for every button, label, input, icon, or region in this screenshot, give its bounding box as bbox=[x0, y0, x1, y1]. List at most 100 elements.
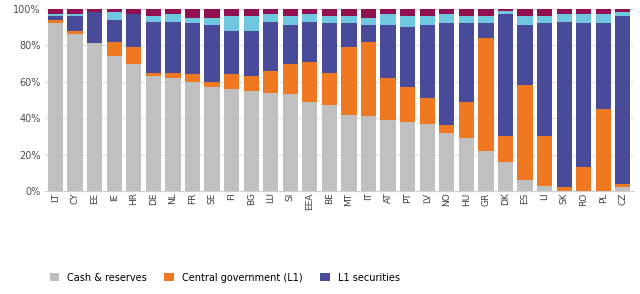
Bar bbox=[400, 122, 415, 191]
Bar bbox=[302, 102, 317, 191]
Bar bbox=[557, 9, 572, 14]
Bar bbox=[459, 138, 474, 191]
Bar bbox=[283, 25, 298, 64]
Bar bbox=[361, 9, 376, 18]
Bar bbox=[107, 12, 122, 20]
Bar bbox=[302, 9, 317, 14]
Bar bbox=[165, 78, 180, 191]
Bar bbox=[576, 9, 591, 14]
Bar bbox=[498, 136, 513, 162]
Bar bbox=[459, 102, 474, 138]
Bar bbox=[478, 38, 493, 151]
Bar bbox=[557, 188, 572, 191]
Bar bbox=[537, 186, 552, 191]
Bar bbox=[185, 82, 200, 191]
Bar bbox=[185, 24, 200, 74]
Bar bbox=[165, 9, 180, 14]
Bar bbox=[322, 106, 337, 191]
Bar bbox=[596, 24, 611, 109]
Bar bbox=[204, 9, 220, 18]
Bar bbox=[146, 73, 161, 76]
Bar bbox=[244, 16, 259, 31]
Bar bbox=[420, 124, 435, 191]
Bar bbox=[459, 9, 474, 16]
Bar bbox=[459, 16, 474, 24]
Bar bbox=[67, 14, 83, 16]
Bar bbox=[322, 16, 337, 24]
Bar bbox=[557, 21, 572, 188]
Bar bbox=[67, 34, 83, 191]
Bar bbox=[420, 98, 435, 124]
Bar bbox=[400, 87, 415, 122]
Bar bbox=[283, 94, 298, 191]
Bar bbox=[302, 14, 317, 21]
Bar bbox=[380, 78, 396, 120]
Bar bbox=[380, 25, 396, 78]
Bar bbox=[380, 9, 396, 14]
Bar bbox=[361, 25, 376, 42]
Bar bbox=[126, 9, 141, 14]
Bar bbox=[537, 16, 552, 24]
Bar bbox=[67, 31, 83, 34]
Bar bbox=[341, 115, 356, 191]
Bar bbox=[537, 24, 552, 136]
Bar bbox=[341, 47, 356, 115]
Bar bbox=[302, 21, 317, 62]
Bar bbox=[224, 89, 239, 191]
Bar bbox=[517, 25, 532, 85]
Bar bbox=[615, 12, 630, 16]
Bar bbox=[48, 9, 63, 14]
Bar bbox=[615, 188, 630, 191]
Bar bbox=[244, 91, 259, 191]
Bar bbox=[185, 9, 200, 18]
Bar bbox=[361, 116, 376, 191]
Bar bbox=[478, 16, 493, 24]
Bar bbox=[576, 14, 591, 24]
Bar bbox=[322, 9, 337, 16]
Bar bbox=[87, 44, 102, 191]
Bar bbox=[107, 9, 122, 12]
Bar bbox=[224, 16, 239, 31]
Bar bbox=[146, 9, 161, 16]
Bar bbox=[263, 14, 278, 21]
Bar bbox=[615, 184, 630, 188]
Bar bbox=[420, 16, 435, 25]
Bar bbox=[478, 24, 493, 38]
Bar bbox=[283, 9, 298, 16]
Bar bbox=[439, 126, 454, 133]
Bar bbox=[615, 16, 630, 184]
Bar bbox=[185, 18, 200, 24]
Bar bbox=[361, 18, 376, 25]
Bar bbox=[400, 9, 415, 16]
Bar bbox=[498, 162, 513, 191]
Bar bbox=[204, 18, 220, 25]
Bar bbox=[361, 42, 376, 116]
Bar bbox=[204, 25, 220, 82]
Bar bbox=[400, 27, 415, 87]
Bar bbox=[107, 42, 122, 56]
Bar bbox=[380, 14, 396, 25]
Bar bbox=[146, 16, 161, 21]
Bar bbox=[537, 136, 552, 186]
Bar bbox=[283, 64, 298, 94]
Bar bbox=[439, 14, 454, 24]
Bar bbox=[302, 62, 317, 102]
Bar bbox=[517, 180, 532, 191]
Bar bbox=[263, 9, 278, 14]
Bar bbox=[126, 14, 141, 47]
Bar bbox=[517, 85, 532, 180]
Bar bbox=[322, 73, 337, 106]
Bar bbox=[380, 120, 396, 191]
Bar bbox=[537, 9, 552, 16]
Bar bbox=[263, 93, 278, 191]
Bar bbox=[165, 73, 180, 78]
Bar bbox=[126, 47, 141, 64]
Bar bbox=[517, 9, 532, 16]
Bar bbox=[263, 21, 278, 71]
Bar bbox=[596, 14, 611, 24]
Bar bbox=[67, 16, 83, 31]
Bar bbox=[146, 76, 161, 191]
Bar bbox=[459, 24, 474, 102]
Bar bbox=[204, 87, 220, 191]
Bar bbox=[420, 25, 435, 98]
